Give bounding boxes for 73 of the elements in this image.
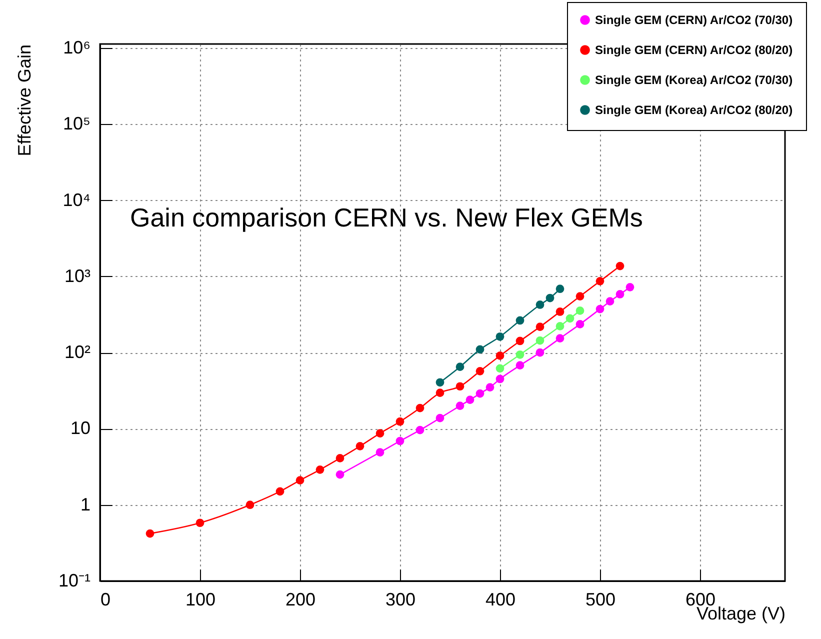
legend-label: Single GEM (CERN) Ar/CO2 (80/20) xyxy=(595,43,793,57)
x-tick-label: 500 xyxy=(585,590,616,610)
point xyxy=(496,364,504,373)
point xyxy=(376,429,384,438)
point xyxy=(456,362,464,372)
point xyxy=(566,314,574,323)
point xyxy=(496,374,504,384)
y-tick-label: 10⁶ xyxy=(63,38,90,58)
point xyxy=(496,332,504,341)
point xyxy=(436,388,444,398)
point xyxy=(396,417,404,426)
point xyxy=(516,316,524,325)
x-tick-label: 300 xyxy=(385,590,416,610)
point xyxy=(276,487,284,496)
point xyxy=(556,284,564,294)
point xyxy=(516,361,524,370)
point xyxy=(436,414,444,422)
point xyxy=(496,352,504,360)
point xyxy=(416,426,424,434)
point xyxy=(536,336,544,345)
point xyxy=(456,382,464,391)
point xyxy=(396,436,404,446)
point xyxy=(556,308,564,316)
point xyxy=(546,294,554,302)
point xyxy=(486,383,494,392)
point xyxy=(516,350,524,359)
point xyxy=(476,367,484,376)
point xyxy=(596,304,604,314)
y-axis-title: Effective Gain xyxy=(14,44,34,156)
y-tick-label: 10⁴ xyxy=(62,190,90,210)
y-tick-label: 10⁵ xyxy=(63,114,90,134)
point xyxy=(536,348,544,357)
point xyxy=(296,476,304,485)
x-tick-label: 200 xyxy=(285,590,316,610)
point xyxy=(376,448,384,456)
x-tick-label: 400 xyxy=(485,590,516,610)
point xyxy=(146,529,154,538)
point xyxy=(336,470,344,479)
legend-label: Single GEM (Korea) Ar/CO2 (70/30) xyxy=(595,73,793,87)
point xyxy=(576,292,584,300)
point xyxy=(606,297,614,306)
point xyxy=(556,322,564,330)
point xyxy=(476,389,484,398)
y-tick-label: 10² xyxy=(64,342,91,362)
point xyxy=(336,454,344,462)
point xyxy=(416,404,424,412)
point xyxy=(576,306,584,315)
point xyxy=(316,465,324,474)
text: Gain comparison CERN vs. New Flex GEMs xyxy=(130,202,643,232)
point xyxy=(476,345,484,354)
y-tick-label: 10³ xyxy=(64,266,91,286)
point xyxy=(516,336,524,346)
point xyxy=(246,500,254,510)
y-tick-label: 10⁻¹ xyxy=(58,570,91,590)
legend-label: Single GEM (Korea) Ar/CO2 (80/20) xyxy=(595,103,793,117)
point xyxy=(626,283,634,292)
x-tick-label: 0 xyxy=(100,590,111,610)
point xyxy=(556,334,564,342)
point xyxy=(616,290,624,298)
point xyxy=(196,518,204,528)
point xyxy=(436,378,444,387)
point xyxy=(576,320,584,328)
point xyxy=(596,276,604,286)
point xyxy=(356,442,364,450)
point xyxy=(536,322,544,331)
point xyxy=(536,300,544,309)
legend-label: Single GEM (CERN) Ar/CO2 (70/30) xyxy=(595,13,793,27)
y-tick-label: 1 xyxy=(80,494,90,514)
point xyxy=(466,396,474,404)
point xyxy=(456,402,464,410)
x-tick-label: 100 xyxy=(185,590,216,610)
point xyxy=(616,262,624,270)
y-tick-label: 10 xyxy=(70,418,90,438)
